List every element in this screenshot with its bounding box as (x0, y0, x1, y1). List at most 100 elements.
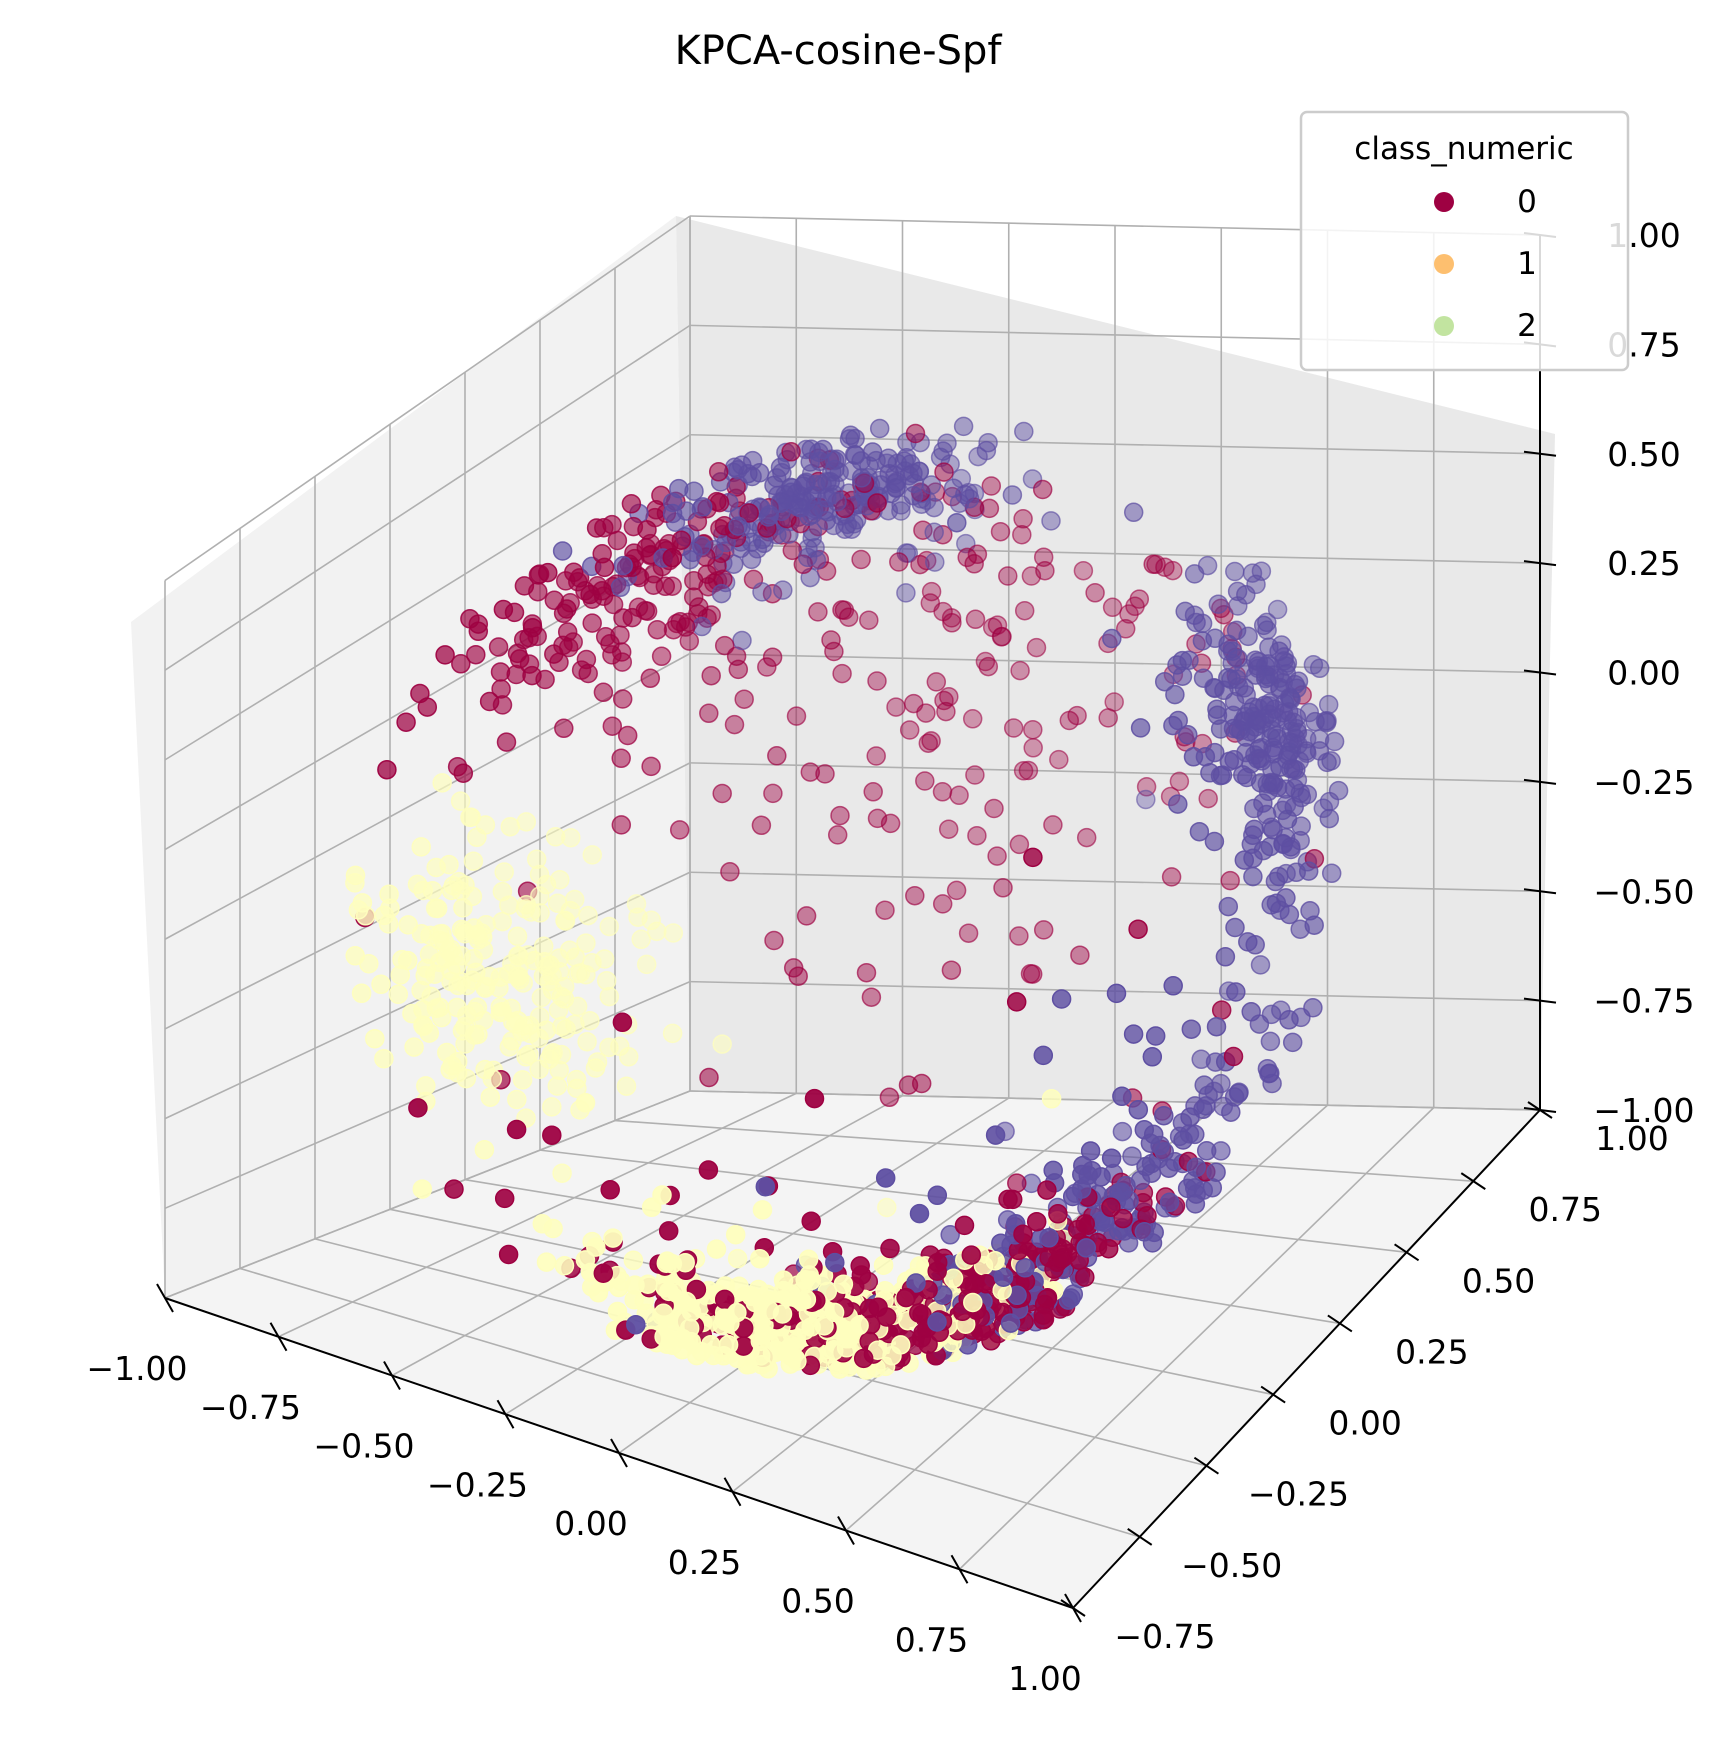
data-point-class-1 (555, 910, 575, 931)
data-point-class-0 (1037, 1289, 1057, 1309)
data-point-class-0 (918, 733, 939, 753)
data-point-class-1 (398, 915, 418, 935)
data-point-class-0 (662, 547, 683, 568)
data-point-class-1 (374, 905, 395, 926)
y-tick-label: 0.75 (1529, 1190, 1602, 1229)
data-point-class-1 (450, 791, 471, 811)
data-point-class-0 (889, 552, 909, 572)
data-point-class-1 (492, 881, 513, 902)
y-tick (1260, 1385, 1286, 1404)
data-point-class-0 (1075, 1214, 1095, 1234)
data-point-class-1 (750, 1248, 770, 1269)
data-point-class-0 (496, 732, 517, 752)
data-point-class-1 (599, 986, 620, 1007)
data-point-class-2 (711, 583, 732, 604)
data-point-class-0 (514, 576, 535, 596)
data-point-class-0 (767, 746, 787, 766)
data-point-class-2 (1267, 599, 1288, 620)
data-point-class-2 (1267, 777, 1288, 798)
data-point-class-0 (867, 493, 887, 513)
z-tick-label: −1.00 (1593, 1091, 1694, 1130)
data-point-class-0 (987, 615, 1008, 635)
data-point-class-0 (850, 1256, 870, 1276)
data-point-class-2 (1225, 561, 1245, 582)
data-point-class-0 (493, 599, 514, 620)
data-point-class-0 (699, 703, 719, 724)
data-point-class-2 (1218, 634, 1238, 654)
data-point-class-0 (1076, 827, 1097, 848)
data-point-class-2 (610, 577, 631, 598)
data-point-class-1 (455, 1017, 475, 1037)
data-point-class-0 (586, 518, 607, 538)
data-point-class-0 (708, 462, 729, 482)
data-point-class-0 (460, 609, 480, 629)
data-point-class-0 (1012, 524, 1032, 545)
data-point-class-2 (1253, 615, 1274, 636)
data-point-class-2 (1207, 699, 1227, 719)
data-point-class-0 (1098, 708, 1118, 728)
data-point-class-2 (845, 445, 866, 465)
data-point-class-0 (762, 647, 783, 667)
data-point-class-1 (963, 1292, 983, 1313)
data-point-class-0 (898, 1075, 919, 1095)
data-point-class-2 (1245, 717, 1266, 737)
data-point-class-0 (408, 1098, 428, 1118)
data-point-class-1 (654, 1326, 674, 1347)
data-point-class-1 (653, 1303, 674, 1324)
data-point-class-2 (1228, 648, 1248, 669)
data-point-class-0 (1026, 637, 1047, 658)
data-point-class-2 (1269, 866, 1289, 887)
data-point-class-0 (720, 862, 740, 882)
z-tick (1523, 997, 1557, 1004)
data-point-class-1 (833, 1274, 854, 1294)
data-point-class-0 (954, 1215, 975, 1236)
data-point-class-1 (599, 1037, 619, 1058)
data-point-class-1 (662, 1023, 683, 1044)
data-point-class-2 (1112, 1086, 1132, 1107)
data-point-class-0 (699, 1067, 719, 1088)
data-point-class-0 (410, 683, 430, 704)
y-tick (1193, 1456, 1219, 1475)
x-tick (496, 1399, 515, 1429)
data-point-class-0 (701, 665, 721, 686)
legend: class_numeric 0 1 2 (1299, 110, 1630, 372)
data-point-class-0 (607, 530, 628, 551)
data-point-class-2 (773, 580, 793, 600)
legend-label: 1 (1517, 246, 1537, 282)
data-point-class-1 (416, 958, 437, 979)
data-point-class-0 (967, 544, 988, 565)
data-point-class-1 (490, 1002, 511, 1023)
data-point-class-1 (647, 921, 667, 942)
data-point-class-2 (1101, 1148, 1122, 1168)
data-point-class-0 (1085, 583, 1105, 603)
data-point-class-0 (967, 825, 987, 846)
legend-label: 2 (1517, 308, 1537, 344)
data-point-class-1 (547, 893, 568, 913)
data-point-class-2 (1279, 1010, 1299, 1030)
data-point-class-2 (896, 583, 916, 603)
data-point-class-1 (388, 984, 409, 1005)
y-tick-label: −0.25 (1248, 1475, 1349, 1514)
data-point-class-1 (849, 1315, 869, 1336)
data-point-class-0 (1013, 761, 1034, 781)
data-point-class-2 (825, 1252, 845, 1273)
data-point-class-2 (924, 522, 944, 543)
floor-gridline-y (539, 1149, 1407, 1254)
data-point-class-0 (990, 521, 1011, 542)
data-point-class-0 (992, 626, 1012, 647)
z-tick-label: −0.25 (1593, 763, 1694, 802)
data-point-class-2 (904, 473, 925, 494)
data-point-class-0 (920, 593, 941, 613)
data-point-class-1 (521, 902, 541, 922)
data-point-class-1 (474, 1139, 495, 1160)
data-point-class-0 (896, 1287, 916, 1308)
data-point-class-2 (1218, 896, 1239, 917)
data-point-class-2 (1228, 1083, 1249, 1104)
back-gridline-z (689, 762, 1541, 783)
data-point-class-1 (533, 966, 554, 986)
data-point-class-0 (824, 641, 844, 662)
data-point-class-1 (464, 918, 484, 938)
data-point-class-2 (1134, 1119, 1155, 1140)
data-point-class-2 (1319, 808, 1340, 829)
data-point-class-1 (662, 1254, 683, 1274)
